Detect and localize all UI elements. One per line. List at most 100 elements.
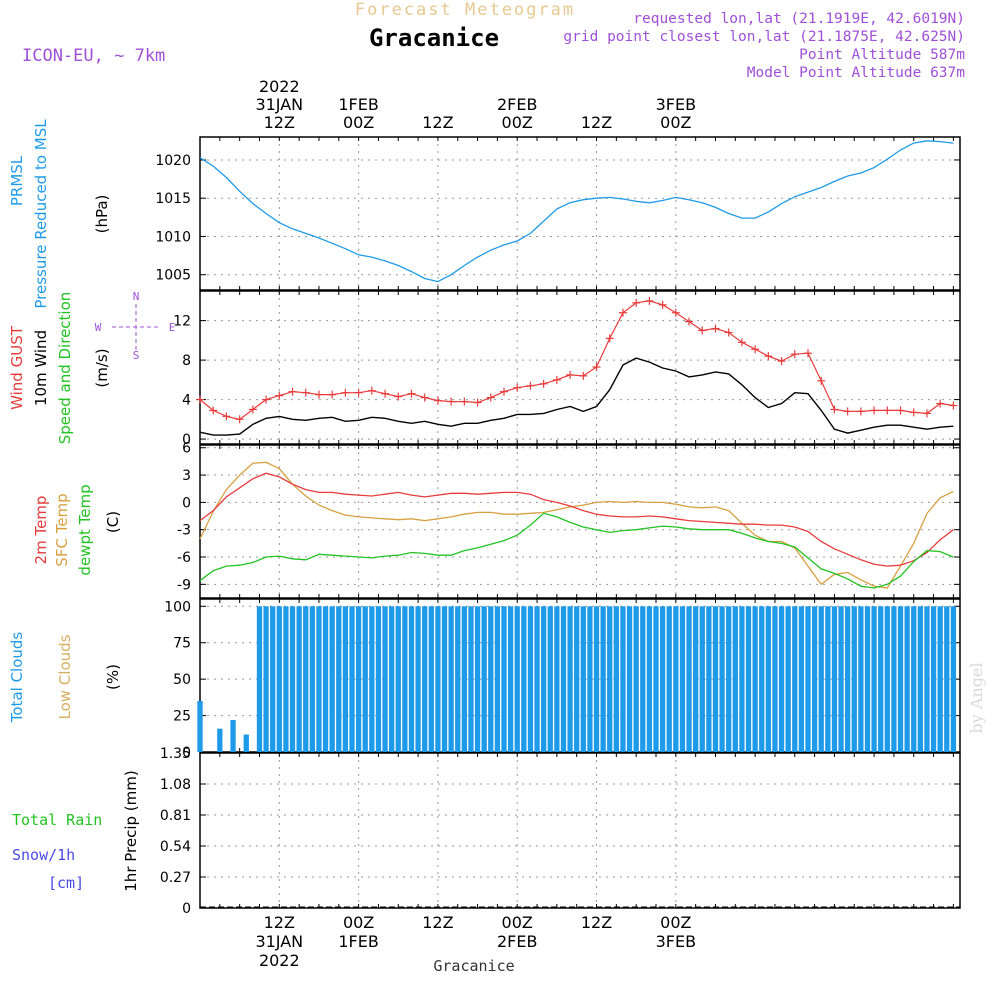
- total-cloud-bar: [276, 606, 282, 752]
- total-cloud-bar: [230, 719, 236, 752]
- total-cloud-bar: [864, 606, 871, 752]
- y-tick-label: 1015: [155, 191, 191, 207]
- total-cloud-bar: [580, 606, 586, 752]
- wind-gust-marker: [288, 387, 297, 396]
- label-celsius: (C): [104, 511, 122, 533]
- total-cloud-bar: [389, 606, 395, 752]
- y-tick-label: 3: [182, 468, 191, 484]
- total-cloud-bar: [640, 606, 646, 752]
- temp-2m-line: [199, 472, 954, 567]
- label-total-clouds: Total Clouds: [8, 632, 26, 724]
- total-cloud-bar: [369, 606, 375, 752]
- total-cloud-bar: [884, 606, 890, 752]
- total-cloud-bar: [402, 606, 408, 752]
- label-pressure-msl: Pressure Reduced to MSL: [32, 119, 50, 309]
- total-cloud-bar: [296, 606, 302, 752]
- total-cloud-bar: [468, 606, 474, 752]
- top-axis-hour: 00Z: [343, 113, 374, 132]
- y-tick-label: 1010: [155, 229, 191, 245]
- bottom-axis-hour: 12Z: [264, 913, 295, 932]
- total-cloud-bar: [336, 606, 342, 752]
- total-cloud-bar: [891, 606, 897, 752]
- total-cloud-bar: [818, 606, 824, 752]
- wind-gust-marker: [526, 381, 535, 390]
- y-tick-label: 1005: [155, 268, 191, 284]
- wind-gust-marker: [394, 392, 403, 401]
- total-cloud-bar: [911, 606, 917, 752]
- total-cloud-bar: [719, 606, 725, 752]
- wind-gust-marker: [949, 401, 958, 410]
- y-tick-label: 25: [173, 709, 191, 725]
- total-cloud-bar: [256, 606, 263, 752]
- total-cloud-bar: [851, 606, 857, 752]
- wind-gust-marker: [381, 389, 390, 398]
- total-cloud-bar: [514, 606, 520, 752]
- panel-5: 0 0.27 0.54 0.81 1.08 1.35: [160, 746, 961, 917]
- wind-gust-marker: [552, 375, 561, 384]
- label-dewpt-temp: dewpt Temp: [76, 484, 94, 575]
- watermark: by Angel: [967, 662, 986, 733]
- total-cloud-bar: [772, 606, 778, 752]
- wind-gust-marker: [341, 388, 350, 397]
- total-cloud-bar: [673, 606, 679, 752]
- total-cloud-bar: [613, 606, 619, 752]
- wind-gust-marker: [737, 338, 746, 347]
- y-tick-label: 0: [182, 745, 191, 761]
- total-cloud-bar: [527, 606, 534, 752]
- total-cloud-bar: [878, 606, 884, 752]
- wind-gust-marker: [473, 398, 482, 407]
- total-cloud-bar: [534, 606, 540, 752]
- wind-gust-marker: [328, 390, 337, 399]
- total-cloud-bar: [422, 606, 428, 752]
- total-cloud-bar: [243, 734, 249, 752]
- total-cloud-bar: [441, 606, 448, 752]
- wind-gust-marker: [354, 388, 363, 397]
- label-percent: (%): [104, 664, 122, 690]
- wind-gust-marker: [724, 328, 733, 337]
- sfc-temp-line: [199, 461, 954, 589]
- total-cloud-bar: [732, 606, 738, 752]
- total-cloud-bar: [349, 606, 355, 752]
- wind-gust-marker: [486, 393, 495, 402]
- top-axis-year: 2022: [259, 77, 300, 96]
- total-cloud-bar: [825, 606, 831, 752]
- total-cloud-bar: [937, 606, 943, 752]
- total-cloud-bar: [494, 606, 501, 752]
- wind-gust-marker: [896, 406, 905, 415]
- total-cloud-bar: [679, 606, 686, 752]
- total-cloud-bar: [375, 606, 382, 752]
- y-tick-label: 6: [182, 441, 191, 457]
- wind-gust-marker: [579, 371, 588, 380]
- footer-location: Gracanice: [433, 957, 514, 975]
- top-axis-hour: 00Z: [502, 113, 533, 132]
- wind-gust-marker: [513, 383, 522, 392]
- total-cloud-bar: [488, 606, 494, 752]
- wind-gust-marker: [883, 406, 892, 415]
- bottom-axis-hour: 00Z: [343, 913, 374, 932]
- wind-gust-marker: [856, 407, 865, 416]
- total-cloud-bar: [507, 606, 514, 752]
- panel-frame: [199, 290, 961, 445]
- panel-frame: [199, 598, 961, 753]
- total-cloud-bar: [785, 606, 791, 752]
- total-cloud-bar: [382, 606, 388, 752]
- wind-gust-marker: [936, 399, 945, 408]
- total-cloud-bar: [501, 606, 507, 752]
- total-cloud-bar: [838, 606, 844, 752]
- label-1hr-precip: 1hr Precip (mm): [122, 770, 140, 891]
- total-cloud-bar: [805, 606, 811, 752]
- total-cloud-bar: [263, 606, 269, 752]
- total-cloud-bar: [798, 606, 805, 752]
- wind-gust-marker: [500, 387, 508, 396]
- wind-gust-marker: [830, 405, 839, 414]
- gridpoint-lonlat: grid point closest lon,lat (21.1875E, 42…: [563, 29, 965, 45]
- bottom-axis-date: 3FEB: [656, 932, 696, 951]
- wind-gust-marker: [447, 397, 456, 406]
- total-cloud-bar: [845, 606, 851, 752]
- total-cloud-bar: [362, 606, 368, 752]
- wind-gust-marker: [367, 386, 376, 395]
- y-tick-label: 0: [182, 432, 191, 448]
- bottom-axis-hour: 12Z: [581, 913, 612, 932]
- total-cloud-bar: [316, 606, 322, 752]
- wind-gust-marker: [618, 308, 627, 317]
